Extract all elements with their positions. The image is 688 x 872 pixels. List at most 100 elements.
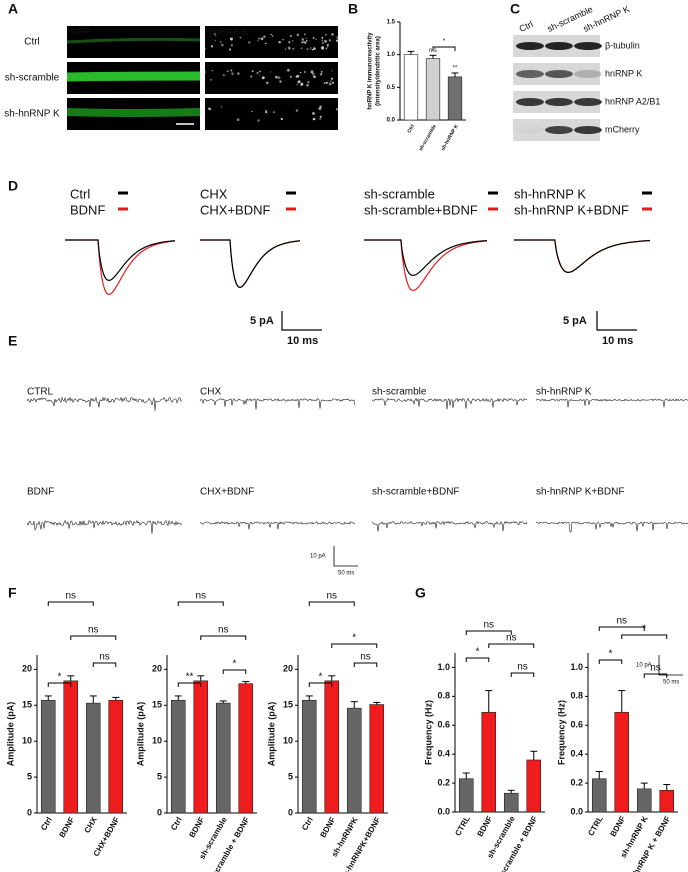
puncta (313, 75, 316, 79)
legend-label: CHX (200, 186, 228, 201)
significance-bracket (47, 682, 72, 687)
micrograph (205, 62, 338, 94)
y-tick-label: 20 (283, 664, 293, 674)
y-tick-label: 5 (288, 771, 293, 781)
trace (26, 519, 183, 534)
significance-label: * (609, 649, 613, 660)
puncta (312, 36, 315, 39)
significance-label: ns (360, 652, 371, 663)
significance-label: ns (65, 591, 76, 602)
puncta (237, 72, 240, 75)
y-axis-label: (intensity/dendritic area) (376, 36, 382, 106)
trace (65, 239, 176, 282)
significance-bracket (331, 643, 378, 648)
micrograph-signal (204, 68, 335, 87)
puncta (260, 37, 264, 41)
significance-label: ns (517, 662, 528, 673)
scale-label: 50 ms (338, 571, 354, 577)
y-tick-label: 5 (157, 771, 162, 781)
significance-label: ns (506, 633, 517, 644)
y-tick-label: 5 (27, 771, 32, 781)
y-tick-label: 0.0 (570, 806, 583, 816)
panel-label: G (415, 585, 426, 601)
puncta (300, 71, 302, 74)
puncta (325, 81, 328, 84)
puncta (296, 75, 300, 78)
puncta (261, 76, 265, 80)
bar (108, 699, 124, 814)
puncta (230, 69, 233, 72)
puncta (265, 81, 269, 85)
significance-label: ns (650, 663, 661, 674)
trace-label: CTRL (27, 387, 54, 398)
y-tick-label: 0.5 (387, 85, 396, 91)
trace (364, 239, 488, 292)
legend-label: Ctrl (70, 186, 90, 201)
puncta (330, 77, 334, 80)
y-tick-label: 20 (22, 664, 32, 674)
puncta (295, 109, 299, 112)
puncta (306, 48, 309, 51)
puncta (328, 39, 332, 42)
x-tick-label: sh-scramble (418, 123, 438, 152)
row-label: sh-scramble (5, 73, 60, 84)
micrograph-signal (208, 105, 339, 122)
puncta (312, 112, 315, 115)
puncta (319, 115, 322, 118)
band (545, 98, 573, 106)
y-tick-label: 0.6 (570, 720, 583, 730)
puncta (297, 80, 300, 83)
significance-bracket (465, 657, 490, 662)
legend-label: sh-hnRNP K (514, 186, 586, 201)
puncta (313, 47, 316, 51)
puncta (265, 111, 268, 114)
bar (614, 711, 630, 813)
bar (458, 778, 474, 813)
puncta (271, 35, 274, 37)
panel-label: C (510, 1, 520, 17)
bar (40, 699, 56, 814)
puncta (210, 45, 214, 48)
dendrite (66, 108, 201, 117)
scale-label: 5 pA (250, 315, 274, 327)
dendrite (66, 71, 201, 82)
micrograph-signal (204, 32, 339, 51)
puncta (320, 70, 323, 73)
trace (199, 398, 356, 410)
significance-bracket (308, 682, 333, 687)
puncta (211, 70, 213, 72)
bar (215, 702, 231, 814)
puncta (306, 84, 309, 87)
significance-bracket (465, 630, 512, 635)
y-tick-label: 0.0 (387, 118, 396, 124)
y-axis-label: Amplitude (pA) (266, 702, 276, 767)
dendrite (66, 37, 201, 44)
puncta (311, 48, 314, 51)
y-tick-label: 0.4 (570, 749, 583, 759)
puncta (292, 47, 295, 50)
y-tick-label: 0.6 (437, 720, 450, 730)
y-axis-label: hnRNP K immunoreactivity (368, 32, 374, 110)
trace (26, 396, 183, 411)
puncta (303, 33, 306, 36)
panel-label: E (8, 333, 17, 349)
significance-label: * (58, 672, 62, 683)
puncta (204, 47, 206, 50)
puncta (270, 33, 272, 36)
x-tick-label: Ctrl (39, 816, 54, 832)
puncta (331, 33, 334, 36)
x-tick-label: BDNF (187, 815, 206, 839)
x-tick-label: Ctrl (406, 123, 416, 134)
puncta (274, 75, 278, 79)
band-label: β-tubulin (605, 40, 640, 50)
band (516, 70, 544, 78)
puncta (318, 107, 322, 110)
trace-label: BDNF (27, 487, 54, 498)
y-tick-label: 20 (152, 664, 162, 674)
puncta (259, 74, 261, 76)
bar (170, 699, 186, 814)
legend-label: CHX+BDNF (200, 202, 270, 217)
bar (369, 704, 385, 814)
significance-label: ** (453, 66, 458, 72)
